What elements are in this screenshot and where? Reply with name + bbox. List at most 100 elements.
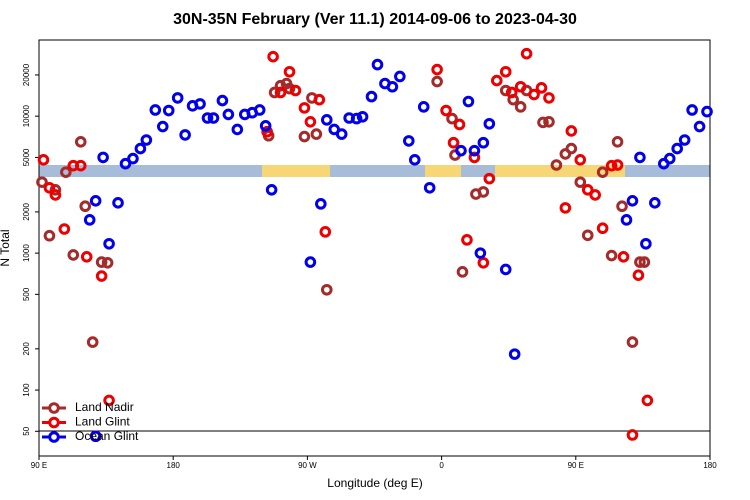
point (477, 256, 490, 269)
point (112, 197, 124, 209)
point (310, 128, 323, 140)
point (455, 144, 467, 157)
point (543, 115, 555, 128)
point (231, 123, 244, 136)
y-tick-label: 50 (22, 426, 31, 435)
point (565, 125, 578, 137)
point (80, 251, 93, 263)
point (640, 237, 652, 250)
point (581, 229, 594, 242)
point (514, 80, 527, 93)
point (268, 86, 281, 99)
point (179, 129, 191, 141)
point (119, 157, 132, 170)
point (74, 136, 87, 148)
point (222, 108, 235, 121)
point (490, 74, 503, 87)
point (97, 151, 109, 164)
point (589, 189, 601, 201)
legend-label: Land Nadir (75, 400, 134, 414)
point (350, 112, 363, 125)
point (89, 195, 102, 207)
y-tick-label: 200 (22, 342, 31, 356)
point (267, 50, 279, 63)
point (477, 186, 490, 198)
land-band (262, 165, 330, 177)
point (394, 70, 406, 83)
point (140, 134, 153, 146)
point (649, 197, 661, 209)
point (499, 263, 512, 276)
point (216, 94, 229, 107)
point (499, 65, 512, 78)
surface-band (39, 165, 710, 177)
point (149, 104, 162, 116)
point (162, 104, 175, 117)
point (274, 86, 287, 99)
point (535, 82, 548, 94)
point (49, 189, 62, 201)
land-band (425, 165, 461, 177)
point (283, 82, 296, 95)
point (431, 75, 443, 88)
point (616, 200, 628, 213)
point (89, 430, 102, 443)
point (319, 226, 332, 238)
land-band (495, 165, 625, 177)
point (611, 136, 624, 148)
point (462, 95, 475, 108)
point (335, 128, 348, 140)
point (468, 151, 481, 164)
point (543, 92, 555, 104)
point (253, 104, 266, 116)
point (514, 101, 527, 113)
point (456, 266, 469, 278)
point (417, 101, 430, 113)
point (678, 134, 691, 146)
legend-label: Land Glint (75, 415, 130, 429)
point (103, 237, 115, 250)
point (313, 93, 326, 106)
point (298, 130, 311, 143)
point (461, 234, 473, 246)
x-tick-label: 90 W (298, 461, 317, 470)
point (194, 98, 206, 110)
y-tick-label: 20000 (22, 63, 31, 86)
point (626, 429, 639, 441)
point (693, 120, 706, 133)
point (79, 200, 92, 213)
y-axis-label: N Total (0, 229, 12, 266)
point (95, 256, 108, 268)
point (626, 336, 639, 348)
legend-marker (48, 431, 60, 443)
point (86, 336, 99, 348)
y-tick-label: 500 (22, 287, 31, 301)
point (483, 117, 496, 130)
point (265, 184, 278, 196)
point (304, 115, 317, 128)
point (605, 159, 618, 172)
point (67, 249, 80, 261)
point (499, 84, 512, 97)
point (559, 202, 572, 214)
point (386, 80, 399, 93)
point (37, 154, 50, 166)
point (320, 283, 333, 296)
point (477, 136, 490, 149)
point (315, 198, 327, 210)
point (365, 90, 378, 103)
point (617, 251, 630, 263)
point (447, 136, 460, 149)
point (638, 256, 651, 268)
point (95, 270, 108, 282)
point (634, 256, 646, 268)
point (440, 104, 452, 117)
point (304, 256, 317, 268)
x-tick-label: 90 E (568, 461, 584, 470)
y-tick-label: 2000 (22, 202, 31, 220)
x-tick-label: 180 (703, 461, 717, 470)
point (508, 348, 521, 360)
point (283, 65, 296, 78)
point (474, 247, 487, 259)
